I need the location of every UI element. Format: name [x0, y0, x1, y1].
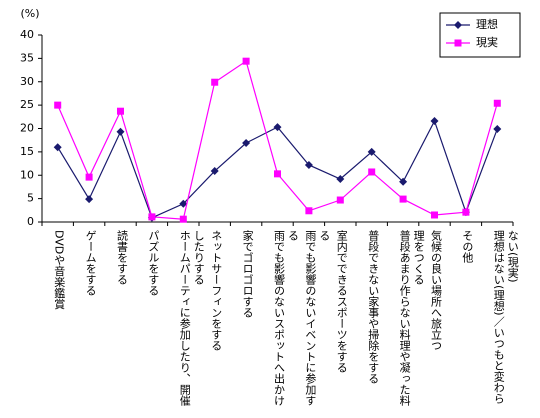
y-tick-label: 30: [20, 75, 34, 88]
x-tick-label: 普段できない家事や掃除をする: [366, 230, 380, 384]
x-tick-label: 読書をする: [115, 230, 129, 285]
x-tick-label: その他: [460, 230, 474, 263]
point: [242, 57, 250, 65]
point: [454, 21, 462, 29]
point: [336, 174, 345, 183]
point: [148, 213, 156, 221]
point: [305, 207, 313, 215]
point: [367, 147, 376, 156]
point: [431, 211, 438, 219]
point: [210, 167, 219, 176]
point: [85, 173, 93, 181]
point: [273, 123, 282, 132]
x-tick-label: 理想はない(理想)／いつもと変わらない(現実): [492, 230, 520, 404]
point: [430, 117, 439, 126]
point: [493, 124, 502, 133]
point: [399, 177, 408, 186]
y-tick-label: 5: [27, 192, 34, 205]
x-tick-label: DVDや音楽鑑賞: [52, 230, 66, 310]
y-tick-label: 10: [20, 168, 34, 181]
y-tick-label: 35: [20, 51, 34, 64]
series-line: [57, 119, 498, 219]
point: [242, 138, 251, 147]
x-tick-label: 気候の良い場所へ旅立つ: [429, 230, 443, 351]
point: [179, 199, 188, 208]
y-tick-label: 15: [20, 145, 34, 158]
x-tick-label: 雨でも影響のないスポットへ出かける: [272, 230, 300, 406]
legend-box: [439, 12, 521, 58]
y-tick-label: 20: [20, 122, 34, 135]
y-tick-label: 40: [20, 28, 34, 41]
point: [179, 215, 187, 223]
legend-label: 現実: [476, 35, 498, 49]
point: [304, 160, 313, 169]
x-tick-label: ホームパーティに参加したり、開催したりする: [178, 230, 206, 406]
y-tick-label: 0: [27, 215, 34, 228]
point: [454, 39, 462, 47]
point: [336, 196, 344, 204]
point: [116, 127, 125, 136]
point: [493, 99, 501, 107]
x-tick-label: ゲームをする: [84, 230, 98, 296]
point: [54, 101, 62, 109]
point: [399, 195, 407, 203]
x-tick-label: 室内でできるスポーツをする: [335, 230, 349, 373]
y-tick-label: 25: [20, 98, 34, 111]
point: [211, 78, 219, 86]
point: [53, 143, 62, 152]
point: [117, 107, 124, 115]
y-axis-label: (%): [20, 7, 39, 20]
x-tick-label: 普段あまり作らない料理や凝った料理をつくる: [398, 230, 426, 406]
x-tick-label: ネットサーフィンをする: [209, 230, 223, 351]
legend-label: 理想: [476, 17, 498, 31]
point: [274, 170, 281, 178]
x-tick-label: 家でゴロゴロする: [241, 230, 255, 318]
point: [368, 168, 376, 176]
point: [462, 208, 470, 216]
x-tick-label: 雨でも影響のないイベントに参加する: [303, 230, 331, 406]
x-tick-label: パズルをする: [146, 230, 160, 296]
point: [85, 195, 94, 204]
